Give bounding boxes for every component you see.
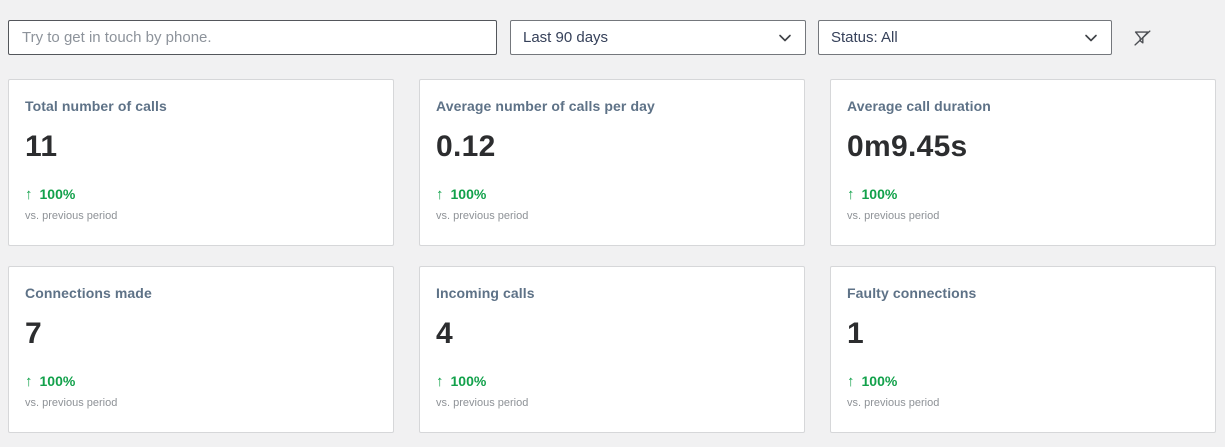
filter-clear-icon xyxy=(1134,29,1151,46)
status-select[interactable]: Status: All xyxy=(818,20,1112,55)
stat-card-incoming-calls: Incoming calls 4 ↑ 100% vs. previous per… xyxy=(419,266,805,433)
stat-card-connections-made: Connections made 7 ↑ 100% vs. previous p… xyxy=(8,266,394,433)
stat-card-total-calls: Total number of calls 11 ↑ 100% vs. prev… xyxy=(8,79,394,246)
card-delta-value: 100% xyxy=(861,186,898,202)
card-delta-value: 100% xyxy=(450,186,487,202)
card-title: Average call duration xyxy=(847,98,991,114)
stat-card-avg-call-duration: Average call duration 0m9.45s ↑ 100% vs.… xyxy=(830,79,1216,246)
arrow-up-icon: ↑ xyxy=(436,372,444,390)
card-caption: vs. previous period xyxy=(25,397,118,409)
card-delta-value: 100% xyxy=(39,186,76,202)
card-value: 0m9.45s xyxy=(847,130,968,163)
card-value: 1 xyxy=(847,317,864,350)
stats-grid: Total number of calls 11 ↑ 100% vs. prev… xyxy=(8,79,1217,433)
card-delta-value: 100% xyxy=(39,373,76,389)
card-caption: vs. previous period xyxy=(436,210,529,222)
chevron-down-icon xyxy=(779,34,791,41)
arrow-up-icon: ↑ xyxy=(436,185,444,203)
arrow-up-icon: ↑ xyxy=(25,185,33,203)
card-delta: ↑ 100% xyxy=(436,373,788,389)
card-delta: ↑ 100% xyxy=(847,373,1199,389)
date-range-select[interactable]: Last 90 days xyxy=(510,20,806,55)
card-title: Connections made xyxy=(25,285,152,301)
card-delta: ↑ 100% xyxy=(25,373,377,389)
card-delta-value: 100% xyxy=(861,373,898,389)
card-title: Faulty connections xyxy=(847,285,977,301)
stat-card-avg-calls-per-day: Average number of calls per day 0.12 ↑ 1… xyxy=(419,79,805,246)
card-caption: vs. previous period xyxy=(847,210,940,222)
card-value: 4 xyxy=(436,317,453,350)
arrow-up-icon: ↑ xyxy=(847,372,855,390)
card-delta: ↑ 100% xyxy=(25,186,377,202)
card-delta: ↑ 100% xyxy=(847,186,1199,202)
stat-card-faulty-connections: Faulty connections 1 ↑ 100% vs. previous… xyxy=(830,266,1216,433)
arrow-up-icon: ↑ xyxy=(847,185,855,203)
card-caption: vs. previous period xyxy=(25,210,118,222)
card-title: Average number of calls per day xyxy=(436,98,655,114)
card-delta-value: 100% xyxy=(450,373,487,389)
card-title: Incoming calls xyxy=(436,285,535,301)
arrow-up-icon: ↑ xyxy=(25,372,33,390)
chevron-down-icon xyxy=(1085,34,1097,41)
search-input[interactable] xyxy=(8,20,497,55)
card-value: 7 xyxy=(25,317,42,350)
card-value: 11 xyxy=(25,130,58,163)
clear-filters-button[interactable] xyxy=(1129,25,1155,51)
card-title: Total number of calls xyxy=(25,98,167,114)
card-delta: ↑ 100% xyxy=(436,186,788,202)
card-caption: vs. previous period xyxy=(436,397,529,409)
status-select-value: Status: All xyxy=(831,29,898,46)
date-range-select-value: Last 90 days xyxy=(523,29,609,46)
card-value: 0.12 xyxy=(436,130,496,163)
card-caption: vs. previous period xyxy=(847,397,940,409)
filter-bar: Last 90 days Status: All xyxy=(0,0,1225,55)
